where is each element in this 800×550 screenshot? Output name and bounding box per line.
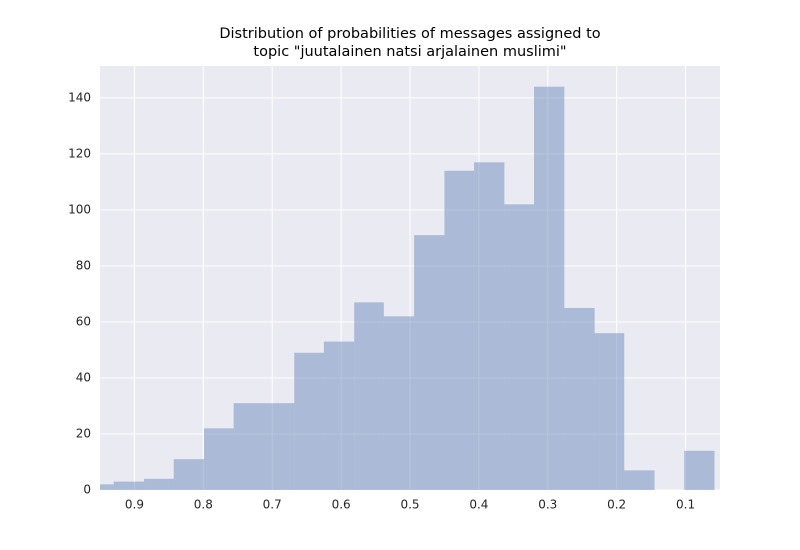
x-tick-label: 0.7 (263, 498, 282, 512)
x-tick-label: 0.4 (469, 498, 488, 512)
bar (204, 428, 234, 490)
bar (113, 481, 145, 490)
bar (354, 302, 384, 490)
bar (624, 470, 655, 490)
bar (444, 170, 475, 490)
x-tick-label: 0.3 (538, 498, 557, 512)
y-tick-label: 40 (76, 370, 91, 384)
grid (100, 66, 720, 491)
x-tick-label: 0.9 (125, 498, 144, 512)
y-tick-label: 0 (83, 483, 91, 497)
bar (504, 204, 534, 490)
x-tick-label: 0.2 (607, 498, 626, 512)
y-tick-label: 60 (76, 314, 91, 328)
y-tick-label: 120 (68, 146, 91, 160)
bar (594, 333, 625, 490)
bar (564, 307, 595, 490)
x-tick-label: 0.6 (332, 498, 351, 512)
x-tick-label: 0.1 (676, 498, 695, 512)
bar (474, 162, 505, 490)
y-tick-label: 140 (68, 90, 91, 104)
chart-title: topic "juutalainen natsi arjalainen musl… (253, 44, 566, 60)
y-tick-label: 20 (76, 426, 91, 440)
bars (100, 86, 715, 490)
chart-title: Distribution of probabilities of message… (219, 26, 600, 42)
bar (534, 86, 565, 490)
bar (684, 450, 715, 490)
bar (294, 352, 324, 490)
x-tick-label: 0.8 (194, 498, 213, 512)
bar (263, 403, 295, 490)
y-tick-label: 80 (76, 258, 91, 272)
x-tick-label: 0.5 (400, 498, 419, 512)
bar (144, 478, 174, 490)
bar (100, 484, 114, 490)
bar (233, 403, 264, 490)
y-tick-label: 100 (68, 202, 91, 216)
bar (173, 459, 205, 490)
bar (323, 341, 355, 490)
bar (383, 316, 415, 490)
bar (414, 235, 445, 490)
